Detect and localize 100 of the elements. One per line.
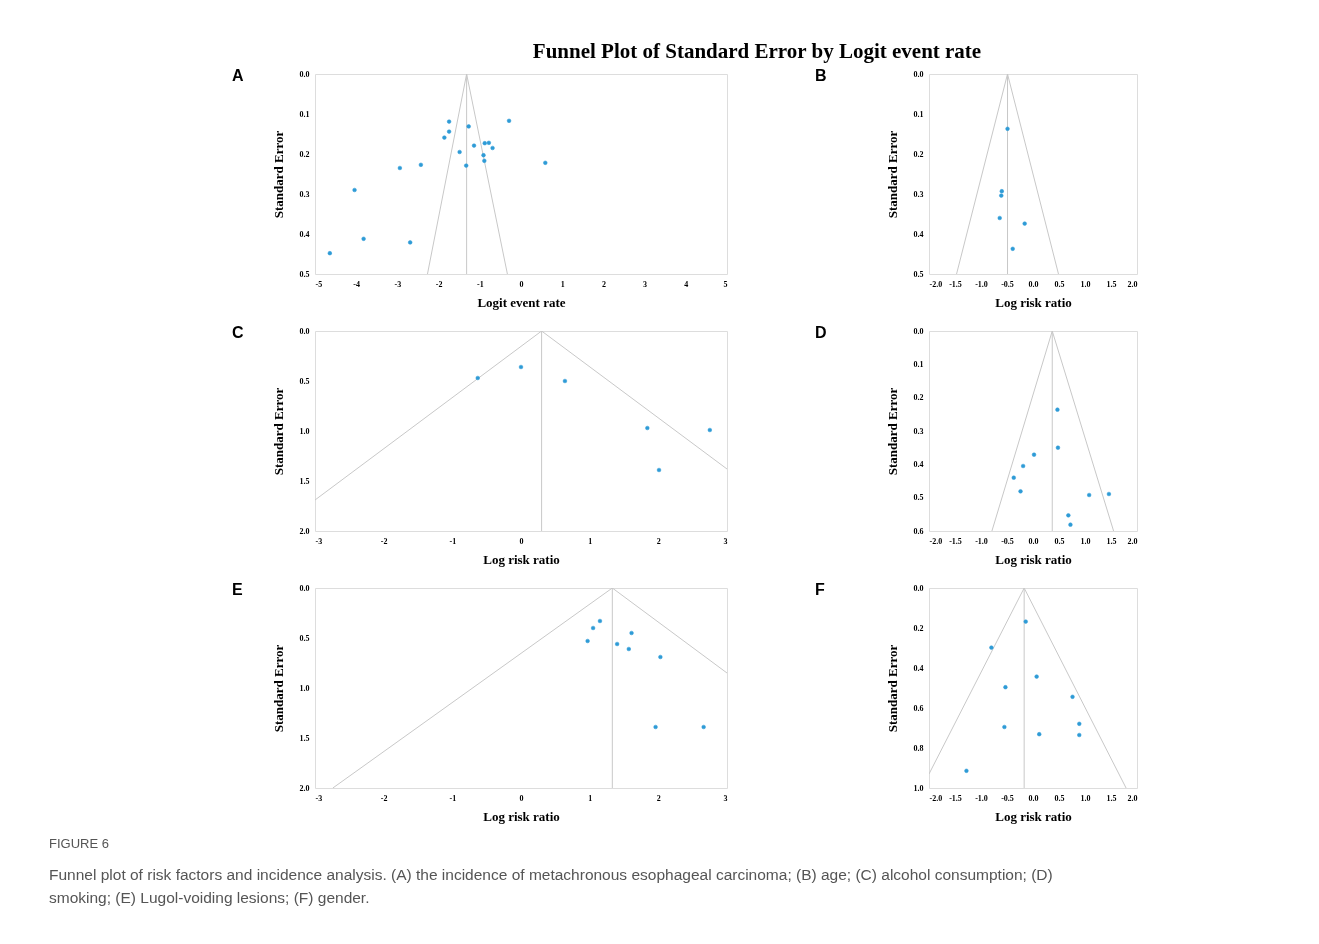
x-axis-title: Log risk ratio	[483, 808, 560, 824]
x-tick-label: -3	[315, 536, 323, 546]
x-tick-label: -3	[315, 793, 323, 803]
x-tick-label: -1	[449, 536, 457, 546]
y-tick-label: 2.0	[299, 783, 310, 793]
y-tick-label: 1.5	[299, 476, 310, 486]
y-tick-label: 0.5	[299, 376, 310, 386]
x-tick-label: -3	[394, 279, 402, 289]
y-tick-label: 2.0	[299, 526, 310, 536]
x-tick-label: 1.5	[1106, 279, 1117, 289]
y-tick-label: 0.0	[913, 326, 924, 336]
x-tick-label: 1	[588, 793, 593, 803]
x-tick-label: 5	[723, 279, 728, 289]
y-tick-label: 1.0	[299, 426, 310, 436]
y-tick-label: 0.1	[913, 109, 924, 119]
text: C	[232, 324, 244, 341]
x-tick-label: 2.0	[1127, 536, 1138, 546]
y-tick-label: 0.2	[299, 149, 310, 159]
x-tick-label: -1.5	[949, 536, 962, 546]
x-tick-label: 0.5	[1054, 536, 1065, 546]
x-tick-label: 0.0	[1028, 536, 1039, 546]
x-tick-label: 1.0	[1080, 793, 1091, 803]
x-tick-label: -4	[353, 279, 361, 289]
x-axis-title: Log risk ratio	[995, 551, 1072, 567]
x-tick-label: 0.5	[1054, 279, 1065, 289]
y-tick-label: 0.5	[913, 269, 924, 279]
x-tick-label: 0	[519, 793, 524, 803]
x-tick-label: 2.0	[1127, 279, 1138, 289]
y-tick-label: 0.5	[299, 633, 310, 643]
x-tick-label: 0	[519, 536, 524, 546]
x-tick-label: -2.0	[929, 279, 943, 289]
y-tick-label: 0.4	[913, 459, 924, 469]
text: B	[815, 67, 827, 84]
x-tick-label: 0.5	[1054, 793, 1065, 803]
x-tick-label: -2	[435, 279, 443, 289]
x-tick-label: -1.0	[975, 536, 988, 546]
x-tick-label: 0.0	[1028, 279, 1039, 289]
x-tick-label: -1	[476, 279, 484, 289]
x-tick-label: 1	[560, 279, 565, 289]
y-tick-label: 0.0	[299, 583, 310, 593]
x-tick-label: -2	[380, 536, 388, 546]
x-tick-label: 1.0	[1080, 279, 1091, 289]
y-tick-label: 0.3	[913, 426, 924, 436]
y-tick-label: 0.0	[299, 69, 310, 79]
x-tick-label: 0	[519, 279, 524, 289]
x-tick-label: -5	[315, 279, 323, 289]
y-tick-label: 0.0	[913, 69, 924, 79]
y-axis-title: Standard Error	[270, 130, 286, 219]
y-tick-label: 0.8	[913, 743, 924, 753]
y-tick-label: 0.5	[913, 493, 924, 503]
x-tick-label: -0.5	[1001, 536, 1014, 546]
y-tick-label: 0.6	[913, 526, 924, 536]
x-tick-label: 3	[643, 279, 648, 289]
y-axis-title: Standard Error	[884, 130, 900, 219]
x-tick-label: 1.0	[1080, 536, 1091, 546]
y-axis-title: Standard Error	[884, 644, 900, 733]
y-tick-label: 0.6	[913, 703, 924, 713]
chart-title: Funnel Plot of Standard Error by Logit event rate	[532, 38, 982, 63]
x-axis-title: Log risk ratio	[483, 551, 560, 567]
y-tick-label: 0.0	[299, 326, 310, 336]
x-tick-label: -1.5	[949, 793, 962, 803]
x-tick-label: 4	[684, 279, 689, 289]
y-tick-label: 0.2	[913, 623, 924, 633]
x-axis-title: Logit event rate	[477, 294, 566, 310]
y-tick-label: 0.5	[299, 269, 310, 279]
x-tick-label: -0.5	[1001, 793, 1014, 803]
y-tick-label: 0.3	[299, 189, 310, 199]
text: Funnel plot of risk factors and incidence analysis. (A) the incidence of metachronous esophageal carcinoma; (B) age; (C) alcohol consumption; (D) smoking; (E) Lugol-voiding lesions; (F) gender.	[49, 866, 1053, 906]
y-tick-label: 0.2	[913, 149, 924, 159]
caption: FIGURE 6	[49, 836, 109, 851]
y-tick-label: 0.1	[913, 359, 924, 369]
text: F	[815, 581, 825, 598]
x-axis-title: Log risk ratio	[995, 808, 1072, 824]
y-axis-title: Standard Error	[884, 387, 900, 476]
x-tick-label: -1.0	[975, 793, 988, 803]
y-axis-title: Standard Error	[270, 387, 286, 476]
x-tick-label: 2	[656, 793, 661, 803]
x-tick-label: 3	[723, 793, 728, 803]
y-tick-label: 0.1	[299, 109, 310, 119]
y-tick-label: 0.4	[299, 229, 310, 239]
x-tick-label: 2.0	[1127, 793, 1138, 803]
x-tick-label: 1	[588, 536, 593, 546]
x-tick-label: 0.0	[1028, 793, 1039, 803]
x-tick-label: -2	[380, 793, 388, 803]
x-tick-label: -2.0	[929, 536, 943, 546]
y-tick-label: 1.5	[299, 733, 310, 743]
x-tick-label: 1.5	[1106, 793, 1117, 803]
text: D	[815, 324, 827, 341]
y-tick-label: 0.0	[913, 583, 924, 593]
x-tick-label: -1.5	[949, 279, 962, 289]
y-tick-label: 0.4	[913, 663, 924, 673]
x-tick-label: 2	[601, 279, 606, 289]
x-tick-label: -1.0	[975, 279, 988, 289]
y-tick-label: 1.0	[299, 683, 310, 693]
x-tick-label: -2.0	[929, 793, 943, 803]
y-tick-label: 0.4	[913, 229, 924, 239]
x-tick-label: -0.5	[1001, 279, 1014, 289]
x-tick-label: 1.5	[1106, 536, 1117, 546]
y-tick-label: 0.3	[913, 189, 924, 199]
text: A	[232, 67, 244, 84]
